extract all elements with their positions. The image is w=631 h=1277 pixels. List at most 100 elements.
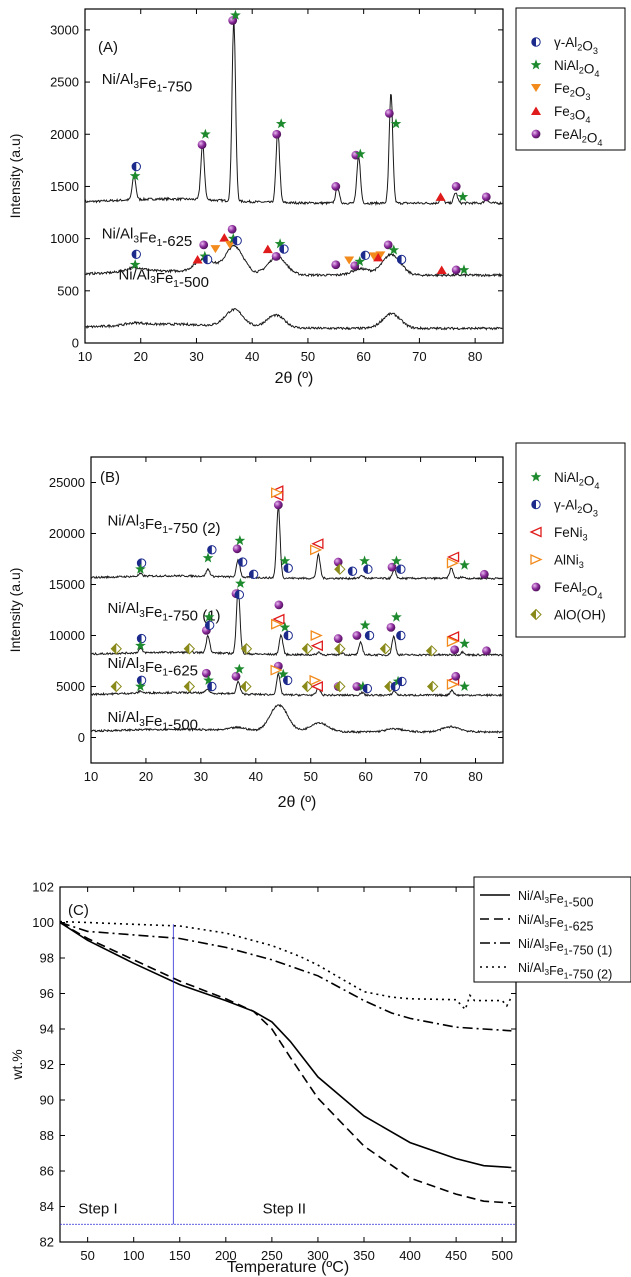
x-tick-label: 80 (468, 769, 482, 784)
phase-marker (310, 640, 323, 652)
phase-marker (387, 562, 397, 572)
legend-marker (530, 471, 542, 482)
series-line (90, 506, 503, 581)
legend-marker (531, 84, 541, 92)
phase-marker (436, 265, 447, 274)
phase-marker (362, 683, 373, 694)
y-tick-label: 5000 (56, 679, 85, 694)
series-line (90, 671, 503, 698)
legend-marker (531, 582, 541, 592)
legend-label: NiAl2O4 (554, 58, 600, 79)
phase-marker (240, 643, 253, 655)
x-tick-label: 300 (307, 1248, 329, 1263)
phase-marker (200, 128, 211, 139)
series-line (59, 920, 513, 1012)
phase-marker (355, 148, 366, 159)
y-tick-label: 98 (40, 951, 54, 966)
phase-marker (391, 555, 402, 566)
phase-marker (129, 170, 141, 181)
phase-marker (135, 680, 146, 691)
legend-marker (531, 499, 541, 510)
phase-marker (334, 643, 346, 655)
phase-marker (202, 254, 213, 265)
series-label: Ni/Al3Fe1-625 (102, 226, 193, 251)
phase-marker (364, 630, 375, 641)
series-label: Ni/Al3Fe1-750 (2) (107, 512, 220, 537)
legend-marker (531, 129, 541, 139)
phase-marker (231, 671, 241, 681)
legend-label: Ni/Al3Fe1-625 (518, 913, 594, 933)
panel-c: 50 100 150 200 250 300 350 400 450 500 82 84 86 88 90 9… (9, 880, 517, 1276)
y-tick-label: 10000 (49, 628, 85, 643)
x-tick-label: 60 (358, 769, 372, 784)
series-line (59, 921, 512, 1204)
y-tick-label: 3000 (50, 22, 79, 37)
phase-marker (232, 236, 242, 246)
phase-marker (331, 182, 341, 191)
phase-marker (271, 487, 284, 499)
series-line (90, 587, 503, 657)
phase-marker (273, 500, 283, 510)
y-tick-label: 82 (40, 1235, 54, 1250)
legend-label: FeAl2O4 (554, 127, 603, 148)
phase-marker (272, 129, 282, 139)
panel-label: (C) (68, 902, 89, 919)
y-axis-label: wt.% (9, 1049, 25, 1080)
phase-marker (202, 552, 214, 563)
legend-label: AlO(OH) (554, 608, 606, 623)
x-axis-label: 2θ (º) (278, 794, 317, 811)
phase-marker (224, 240, 235, 249)
phase-marker (373, 252, 384, 262)
phase-marker (136, 633, 147, 644)
phase-marker (271, 251, 281, 261)
x-tick-label: 70 (413, 769, 427, 784)
y-tick-label: 0 (78, 730, 85, 745)
phase-marker (235, 577, 246, 588)
y-tick-label: 94 (40, 1022, 54, 1037)
legend-label: AlNi3 (554, 553, 584, 570)
y-tick-label: 86 (40, 1164, 54, 1179)
series-line (59, 921, 512, 1169)
phase-marker (368, 252, 379, 261)
phase-marker (283, 630, 293, 641)
phase-marker (446, 631, 460, 643)
legend-label: NiAl2O4 (554, 470, 600, 491)
x-tick-label: 350 (353, 1248, 375, 1263)
legend-label: Ni/Al3Fe1-750 (2) (518, 961, 612, 981)
phase-marker (459, 638, 470, 649)
series-line (59, 921, 512, 1032)
x-tick-label: 50 (80, 1248, 94, 1263)
x-tick-label: 20 (133, 349, 147, 364)
x-tick-label: 50 (301, 349, 315, 364)
phase-marker (201, 668, 211, 678)
phase-marker (360, 250, 371, 261)
phase-marker (426, 680, 439, 693)
legend-label: FeNi3 (554, 525, 588, 542)
phase-marker (396, 254, 407, 265)
plot-frame (90, 456, 504, 764)
phase-marker (359, 555, 370, 566)
phase-marker (482, 646, 491, 656)
phase-marker (357, 680, 369, 691)
phase-marker (363, 564, 373, 574)
phase-marker (446, 551, 460, 563)
phase-marker (136, 675, 147, 686)
phase-marker (350, 261, 360, 271)
legend-marker (530, 608, 542, 621)
x-tick-label: 500 (491, 1248, 513, 1263)
y-tick-label: 0 (72, 336, 79, 351)
legend-marker (530, 59, 542, 70)
phase-marker (310, 544, 323, 556)
phase-marker (334, 680, 346, 693)
phase-marker (352, 682, 362, 691)
legend-label: Fe3O4 (554, 104, 591, 125)
phase-marker (277, 668, 289, 679)
y-axis-label: Intensity (a.u) (7, 134, 23, 219)
phase-marker (210, 245, 221, 254)
phase-marker (240, 680, 252, 693)
phase-marker (227, 224, 237, 234)
series-label: Ni/Al3Fe1-625 (107, 655, 198, 680)
phase-marker (274, 600, 284, 610)
panel-label: (B) (100, 469, 120, 486)
